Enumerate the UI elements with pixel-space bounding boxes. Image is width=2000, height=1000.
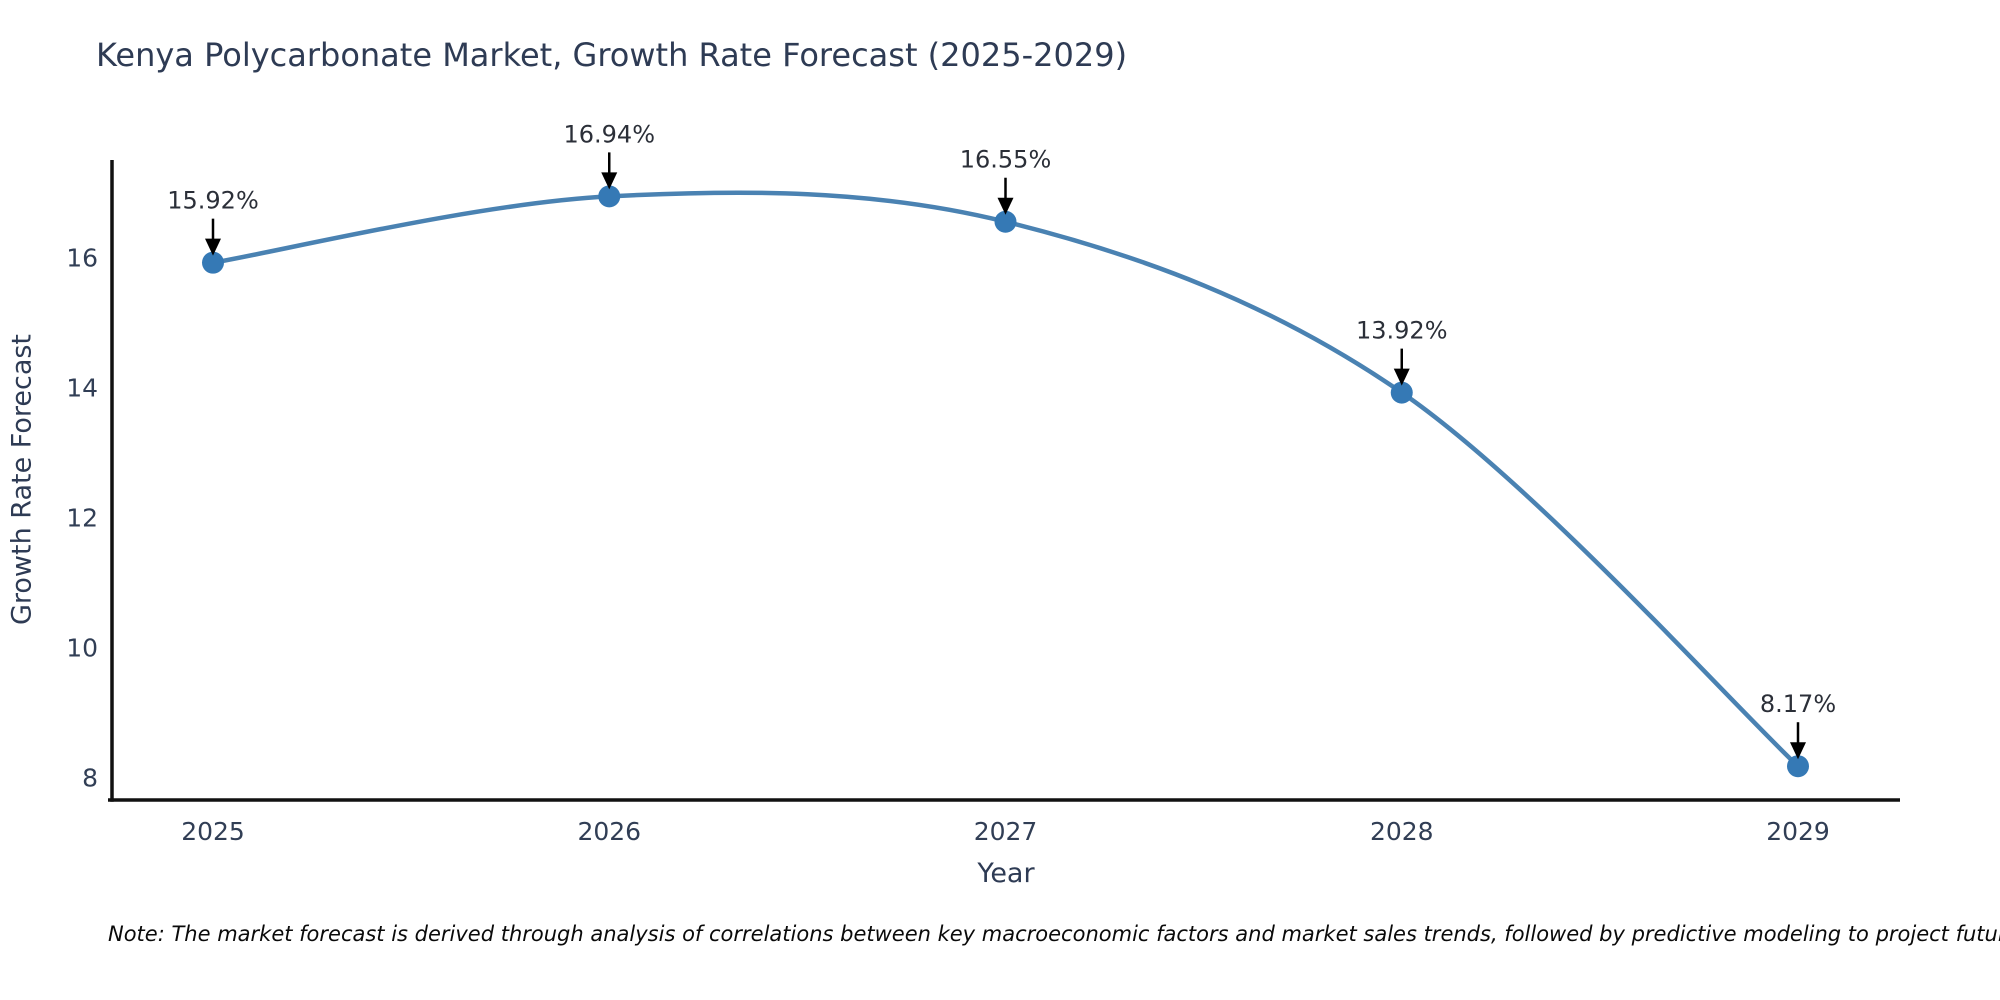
- x-tick-label: 2029: [1766, 817, 1830, 846]
- y-tick-label: 10: [66, 633, 98, 662]
- footnote: Note: The market forecast is derived thr…: [108, 922, 2000, 946]
- y-tick-label: 12: [66, 503, 98, 532]
- data-point-label: 13.92%: [1356, 317, 1448, 345]
- data-point-label: 16.94%: [563, 120, 655, 148]
- data-point-marker: [598, 185, 621, 208]
- x-axis-title: Year: [977, 858, 1035, 889]
- data-point-marker: [994, 210, 1017, 233]
- annotation-arrow-head: [205, 238, 221, 256]
- annotation-arrow-head: [997, 197, 1014, 215]
- annotation-arrow-head: [601, 172, 618, 190]
- data-point-marker: [1390, 381, 1413, 404]
- x-tick-label: 2026: [577, 817, 641, 846]
- data-point-marker: [1787, 755, 1809, 778]
- x-tick-label: 2027: [974, 817, 1038, 846]
- forecast-line: [210, 190, 1801, 769]
- x-tick-label: 2028: [1370, 817, 1434, 846]
- chart-title: Kenya Polycarbonate Market, Growth Rate …: [96, 36, 1128, 74]
- data-point-label: 15.92%: [167, 187, 259, 215]
- x-tick-label: 2025: [181, 817, 245, 846]
- annotation-arrow-head: [1790, 742, 1806, 760]
- y-tick-label: 16: [66, 243, 98, 272]
- annotation-arrow-head: [1393, 368, 1410, 386]
- data-point-label: 16.55%: [960, 146, 1052, 174]
- data-point-marker: [202, 251, 224, 274]
- y-tick-label: 8: [82, 763, 98, 792]
- y-tick-label: 14: [66, 373, 98, 402]
- data-point-label: 8.17%: [1760, 690, 1836, 718]
